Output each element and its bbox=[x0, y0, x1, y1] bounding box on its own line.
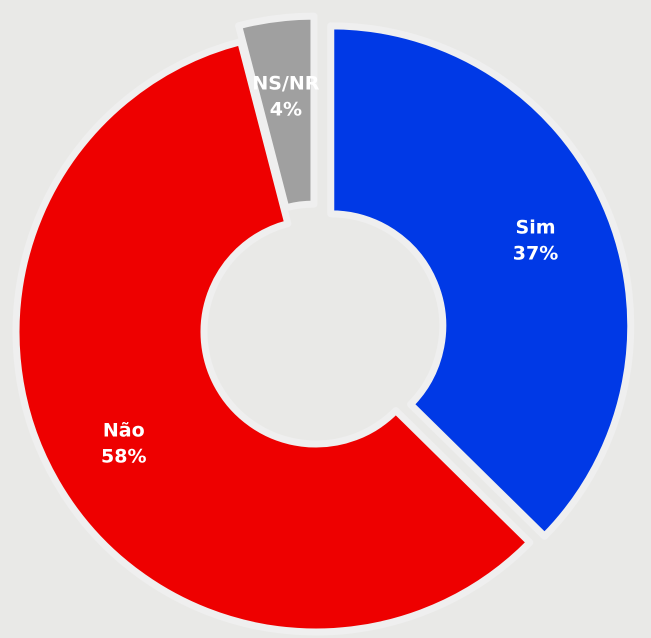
slice-label: NS/NR bbox=[252, 72, 319, 94]
slice-value-label: 58% bbox=[101, 446, 146, 468]
slice-value-label: 37% bbox=[513, 243, 558, 265]
slice-value-label: 4% bbox=[270, 98, 302, 120]
donut-slice bbox=[235, 12, 318, 212]
donut-slice bbox=[12, 38, 534, 636]
slice-label: Sim bbox=[516, 217, 556, 239]
donut-slice bbox=[327, 22, 635, 540]
slice-label: Não bbox=[103, 420, 145, 442]
